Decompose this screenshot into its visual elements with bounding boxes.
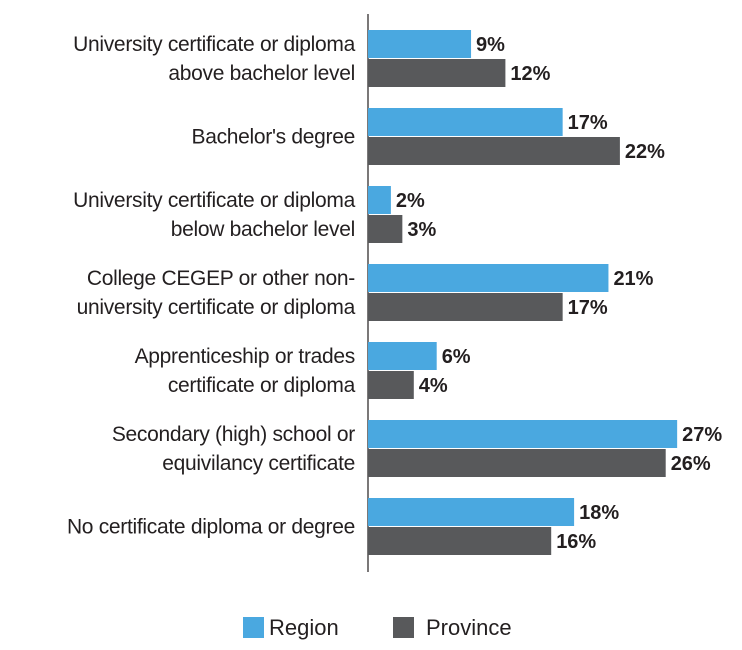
value-label: 18%: [579, 502, 619, 524]
value-label: 16%: [556, 531, 596, 553]
bar: [368, 449, 666, 477]
category-label: University certificate or diploma above …: [73, 33, 355, 85]
bar: [368, 108, 563, 136]
value-label: 21%: [613, 268, 653, 290]
category-label: College CEGEP or other non- university c…: [76, 267, 356, 319]
legend-label: Province: [426, 615, 512, 640]
value-label: 17%: [568, 297, 608, 319]
bar: [368, 30, 472, 58]
bar: [368, 371, 414, 399]
bar: [368, 264, 609, 292]
category-label: Apprenticeship or trades certificate or …: [134, 345, 356, 397]
bar: [368, 293, 563, 321]
value-label: 17%: [568, 112, 608, 134]
category-label: Bachelor's degree: [191, 125, 355, 149]
bar: [368, 59, 506, 87]
category-label: University certificate or diploma below …: [73, 189, 355, 241]
legend-label: Region: [269, 615, 339, 640]
value-label: 22%: [625, 141, 665, 163]
value-label: 27%: [682, 424, 722, 446]
category-label: Secondary (high) school or equivilancy c…: [111, 423, 355, 475]
legend-swatch: [393, 617, 414, 638]
bar: [368, 186, 391, 214]
value-label: 6%: [442, 346, 471, 368]
value-label: 9%: [476, 34, 505, 56]
value-label: 12%: [510, 63, 550, 85]
category-label: No certificate diploma or degree: [66, 515, 355, 539]
value-label: 2%: [396, 190, 425, 212]
value-label: 3%: [407, 219, 436, 241]
bar: [368, 137, 620, 165]
legend-swatch: [243, 617, 264, 638]
bar: [368, 420, 678, 448]
bar: [368, 527, 552, 555]
value-label: 4%: [419, 375, 448, 397]
bar: [368, 342, 437, 370]
bar: [368, 215, 403, 243]
value-label: 26%: [671, 453, 711, 475]
bar: [368, 498, 575, 526]
